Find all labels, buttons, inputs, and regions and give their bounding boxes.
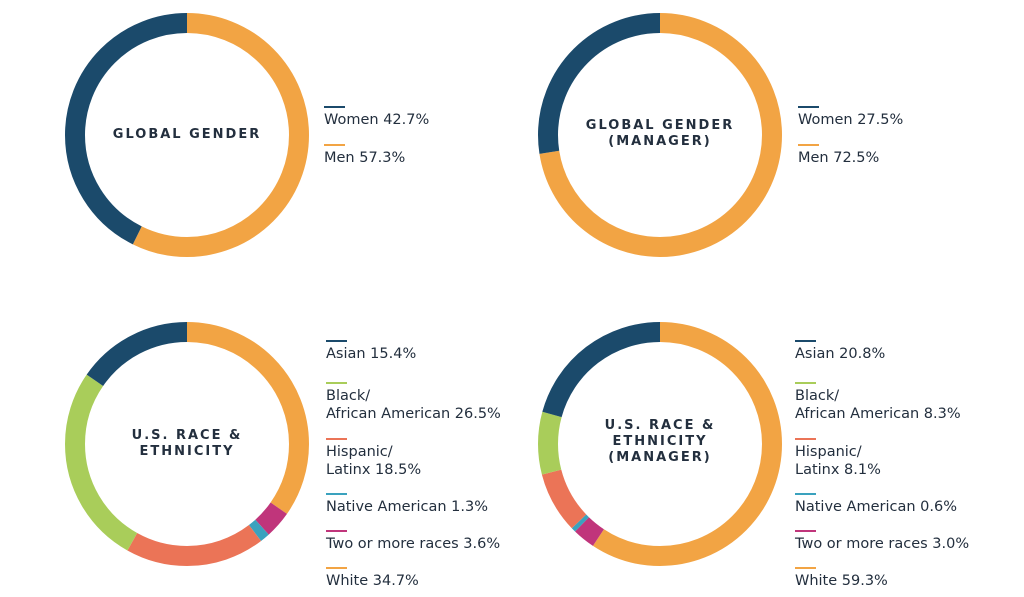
legend-swatch xyxy=(326,438,347,440)
legend-label: Black/ African American 26.5% xyxy=(326,388,501,422)
slice-hispanic-latinx xyxy=(65,322,309,566)
slice-women xyxy=(538,13,782,257)
legend-label: Native American 1.3% xyxy=(326,499,489,515)
slice-asian xyxy=(538,322,782,566)
legend-label: Women 27.5% xyxy=(798,112,904,128)
legend-swatch xyxy=(798,144,819,146)
chart-title-us-race-ethnicity-manager: U.S. RACE & ETHNICITY (MANAGER) xyxy=(604,418,716,465)
legend-label: Hispanic/ Latinx 8.1% xyxy=(795,444,881,478)
legend-swatch xyxy=(324,106,345,108)
donut-us-race-ethnicity xyxy=(65,322,309,566)
legend-swatch xyxy=(795,382,816,384)
legend-label: Two or more races 3.0% xyxy=(795,536,970,552)
donut-global-gender-manager xyxy=(538,13,782,257)
legend-swatch xyxy=(326,530,347,532)
legend-swatch xyxy=(795,340,816,342)
legend-label: Black/ African American 8.3% xyxy=(795,388,961,422)
slice-black-african-american xyxy=(65,322,309,566)
legend-label: Asian 20.8% xyxy=(795,346,886,362)
legend-swatch xyxy=(326,493,347,495)
chart-title-us-race-ethnicity: U.S. RACE & ETHNICITY xyxy=(131,428,243,459)
legend-label: White 59.3% xyxy=(795,573,888,589)
chart-title-global-gender-manager: GLOBAL GENDER (MANAGER) xyxy=(585,118,735,149)
slice-black-african-american xyxy=(538,322,782,566)
legend-swatch xyxy=(795,530,816,532)
donut-us-race-ethnicity-manager xyxy=(538,322,782,566)
legend-label: Two or more races 3.6% xyxy=(326,536,501,552)
legend-swatch xyxy=(326,340,347,342)
legend-label: Hispanic/ Latinx 18.5% xyxy=(326,444,422,478)
slice-women xyxy=(65,13,309,257)
legend-swatch xyxy=(798,106,819,108)
legend-swatch xyxy=(795,493,816,495)
legend-label: Asian 15.4% xyxy=(326,346,417,362)
legend-swatch xyxy=(324,144,345,146)
chart-title-global-gender: GLOBAL GENDER xyxy=(112,127,262,142)
slice-asian xyxy=(65,322,309,566)
legend-swatch xyxy=(795,567,816,569)
legend-swatch xyxy=(795,438,816,440)
legend-label: White 34.7% xyxy=(326,573,419,589)
legend-label: Men 57.3% xyxy=(324,150,406,166)
legend-label: Men 72.5% xyxy=(798,150,880,166)
legend-label: Native American 0.6% xyxy=(795,499,958,515)
donut-global-gender xyxy=(65,13,309,257)
legend-swatch xyxy=(326,567,347,569)
legend-label: Women 42.7% xyxy=(324,112,430,128)
legend-swatch xyxy=(326,382,347,384)
